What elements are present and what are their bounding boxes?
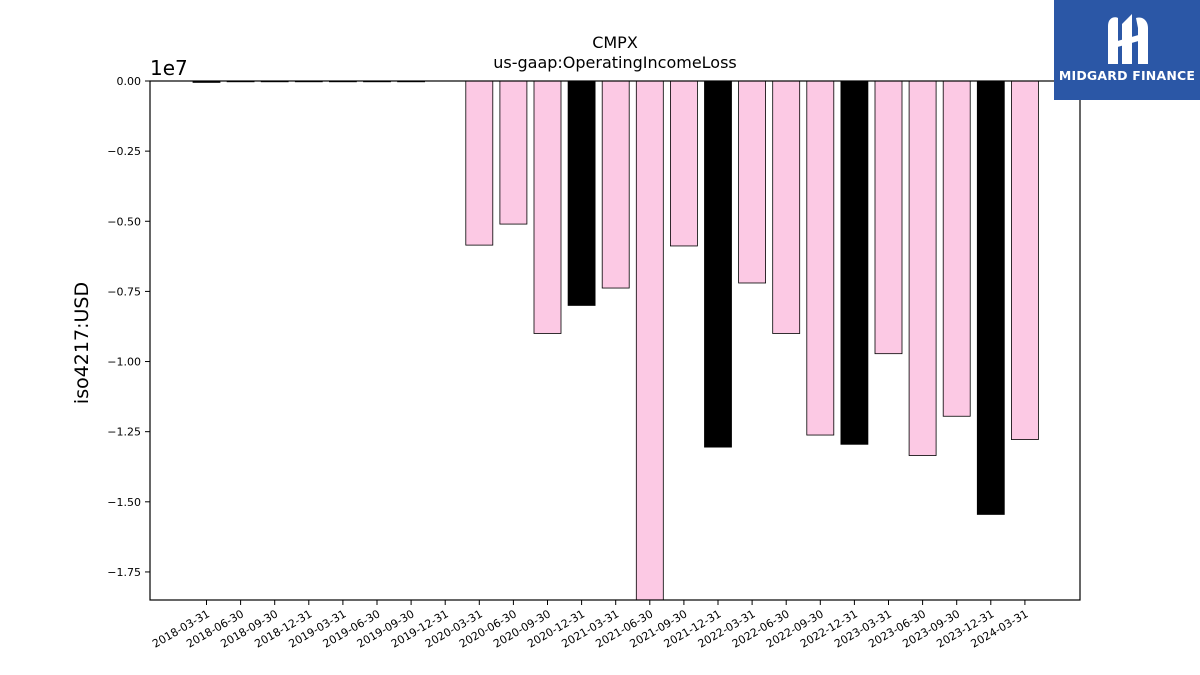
- x-axis-ticks: 2018-03-312018-06-302018-09-302018-12-31…: [150, 600, 1030, 651]
- chart-title: CMPX: [592, 33, 638, 52]
- bar-2021-03-31: [601, 80, 630, 289]
- brand-logo: MIDGARD FINANCE: [1054, 0, 1200, 100]
- bar-2020-06-30: [499, 80, 528, 225]
- chart-subtitle: us-gaap:OperatingIncomeLoss: [493, 53, 737, 72]
- bar-2023-06-30: [908, 80, 937, 456]
- bar-2021-09-30: [670, 80, 698, 247]
- y-tick-label: 0.00: [117, 75, 142, 88]
- bar-2020-03-31: [465, 80, 494, 246]
- bar-2022-12-31: [840, 80, 869, 445]
- plot-frame: [149, 80, 1081, 601]
- y-tick-label: −0.25: [107, 145, 141, 158]
- bar-2023-12-31: [976, 80, 1005, 515]
- brand-name: MIDGARD FINANCE: [1058, 68, 1196, 83]
- bar-2022-03-31: [738, 80, 766, 284]
- y-scale-note: 1e7: [150, 56, 188, 80]
- bar-2020-12-31: [567, 80, 596, 306]
- brand-mark-icon: [1108, 14, 1148, 64]
- bar-2020-09-30: [533, 80, 562, 334]
- y-tick-label: −1.75: [107, 566, 141, 579]
- y-tick-label: −1.50: [107, 496, 141, 509]
- bar-2021-06-30: [635, 80, 664, 601]
- bar-2022-09-30: [806, 80, 835, 436]
- bar-2023-03-31: [874, 80, 903, 355]
- y-tick-label: −1.00: [107, 356, 141, 369]
- bar-2023-09-30: [942, 80, 971, 417]
- y-tick-label: −0.50: [107, 215, 141, 228]
- bars-group: [192, 80, 1039, 601]
- bar-2022-06-30: [772, 80, 801, 334]
- bar-2021-12-31: [704, 80, 732, 448]
- y-axis-label: iso4217:USD: [71, 282, 93, 404]
- bar-2024-03-31: [1011, 80, 1039, 440]
- y-axis-ticks: 0.00 −0.25 −0.50 −0.75 −1.00 −1.25 −1.50 −1.75: [107, 75, 150, 579]
- y-tick-label: −0.75: [107, 285, 141, 298]
- y-tick-label: −1.25: [107, 426, 141, 439]
